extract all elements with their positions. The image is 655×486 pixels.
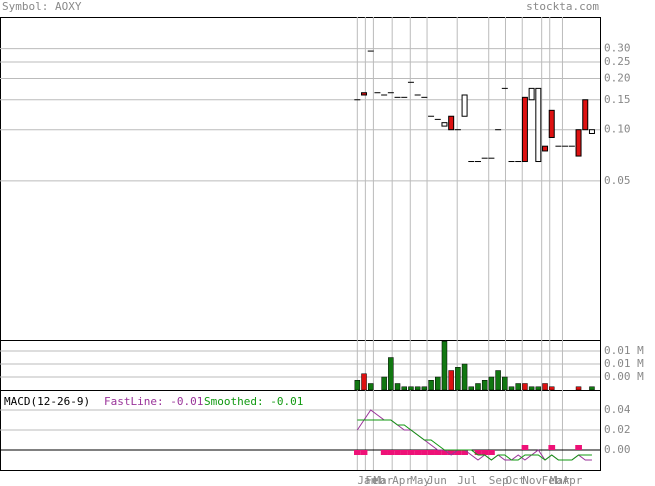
x-tick-label: Oct	[505, 474, 525, 486]
macd-histogram	[394, 450, 401, 455]
macd-histogram	[387, 450, 395, 455]
y-tick-label: 0.15	[604, 93, 631, 106]
legend-entry: Smoothed: -0.01	[204, 395, 303, 408]
x-tick-label: Jan	[357, 474, 377, 486]
volume-bar	[428, 380, 434, 391]
volume-bar	[381, 376, 387, 391]
volume-bar	[542, 383, 548, 391]
y-tick-label: 0.10	[604, 123, 631, 136]
volume-bar	[481, 380, 488, 391]
x-tick-label: Mar	[550, 474, 570, 486]
candle	[535, 87, 542, 163]
macd-histogram	[441, 450, 448, 455]
volume-bar	[548, 386, 555, 391]
macd-histogram	[454, 450, 462, 455]
volume-bar	[535, 386, 542, 391]
macd-title: MACD(12-26-9)	[4, 395, 90, 408]
volume-bar	[414, 386, 421, 391]
candle	[461, 94, 468, 117]
x-tick-label: Jun	[427, 474, 447, 486]
y-tick-label: 0.01 M	[604, 357, 644, 370]
volume-bar	[522, 383, 528, 391]
volume-bar	[515, 383, 521, 391]
volume-bar	[441, 341, 448, 391]
volume-bar	[408, 386, 414, 391]
x-tick-label: Feb	[365, 474, 385, 486]
candle	[588, 129, 595, 134]
volume-bar	[455, 367, 461, 391]
macd-histogram	[400, 450, 408, 455]
y-tick-label: 0.04	[604, 403, 631, 416]
x-tick-label: Nov	[522, 474, 542, 486]
volume-bar	[388, 357, 394, 391]
volume-bar	[435, 376, 441, 391]
macd-histogram	[407, 450, 415, 455]
candle	[441, 122, 448, 127]
site-name: stockta.com	[526, 0, 599, 13]
volume-bar	[448, 370, 454, 391]
macd-histogram	[481, 450, 489, 455]
y-tick-label: 0.25	[604, 55, 631, 68]
macd-histogram	[548, 445, 556, 450]
volume-bar	[361, 373, 367, 391]
legend-entry: FastLine: -0.01	[104, 395, 203, 408]
volume-bar	[394, 383, 401, 391]
y-tick-label: 0.01 M	[604, 344, 644, 357]
candle	[448, 115, 455, 131]
frame	[0, 17, 601, 471]
x-tick-label: Mar	[373, 474, 393, 486]
y-tick-label: 0.20	[604, 72, 631, 85]
x-tick-label: Apr	[392, 474, 412, 486]
macd-histogram	[521, 445, 529, 450]
candle	[575, 129, 582, 157]
volume-bar	[468, 386, 475, 391]
macd-histogram	[461, 450, 468, 455]
macd-histogram	[414, 450, 422, 455]
volume-bar	[488, 376, 495, 391]
volume-bar	[354, 380, 361, 391]
macd-histogram	[447, 450, 455, 455]
volume-bar	[421, 386, 428, 391]
y-tick-label: 0.30	[604, 42, 631, 55]
macd-line	[357, 419, 592, 461]
volume-bar	[589, 386, 595, 391]
candle	[542, 145, 549, 152]
candle	[361, 92, 368, 96]
macd-histogram	[434, 450, 442, 455]
y-tick-label: 0.00	[604, 443, 631, 456]
candle	[528, 87, 535, 101]
y-tick-label: 0.00 M	[604, 370, 644, 383]
macd-histogram	[421, 450, 428, 455]
symbol: Symbol: AOXY	[2, 0, 82, 13]
candle	[548, 109, 555, 138]
volume-bar	[461, 363, 468, 391]
volume-bar	[475, 383, 481, 391]
candle	[521, 96, 528, 163]
volume-bar	[367, 383, 374, 391]
volume-bar	[508, 386, 515, 391]
macd-histogram	[380, 450, 388, 455]
volume-bar	[401, 386, 407, 391]
volume-bar	[495, 370, 501, 391]
macd-histogram	[575, 445, 582, 450]
y-tick-label: 0.05	[604, 174, 631, 187]
volume-bar	[528, 386, 535, 391]
macd-histogram	[488, 450, 495, 455]
macd-histogram	[474, 450, 482, 455]
x-tick-label: Sep	[489, 474, 509, 486]
x-tick-label: Jul	[457, 474, 477, 486]
candle	[582, 99, 589, 131]
macd-histogram	[427, 450, 435, 455]
x-tick-label: Feb	[542, 474, 562, 486]
x-tick-label: Apr	[562, 474, 582, 486]
volume-bar	[502, 376, 508, 391]
x-tick-label: May	[410, 474, 430, 486]
macd-histogram	[360, 450, 368, 455]
y-tick-label: 0.02	[604, 423, 631, 436]
macd-histogram	[354, 450, 361, 455]
volume-bar	[575, 386, 582, 391]
